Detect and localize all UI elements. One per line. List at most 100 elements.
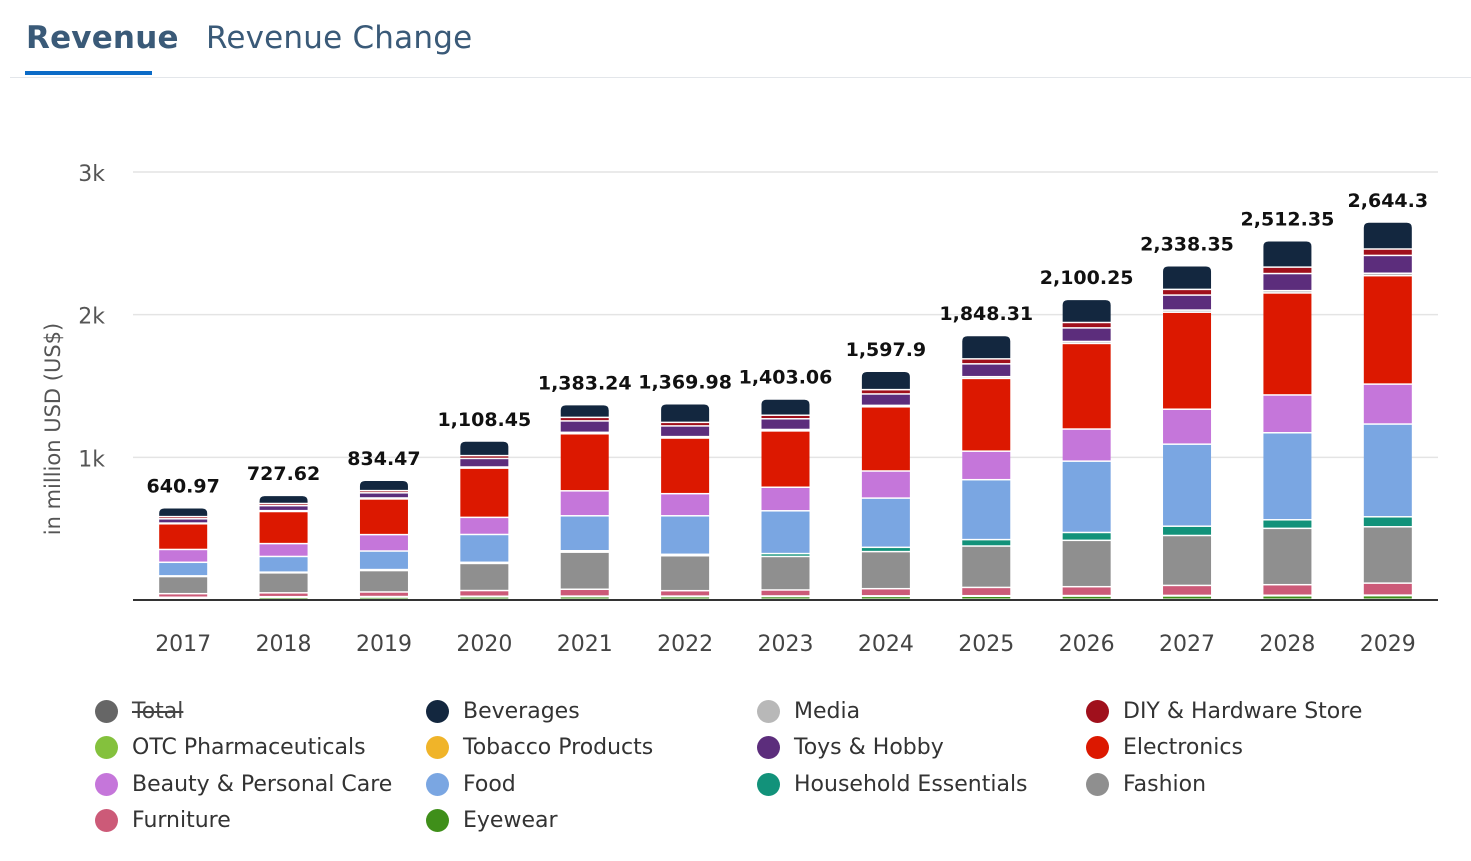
bar-segment-furniture (761, 590, 810, 596)
bar-segment-beauty-personal-care (460, 518, 509, 534)
bar-segment-beverages (1163, 266, 1212, 289)
bar-segment-furniture (962, 588, 1011, 595)
bar-segment-electronics (861, 407, 910, 471)
bar-segment-eyewear (861, 597, 910, 599)
bar-segment-beauty-personal-care (259, 544, 308, 556)
bar-segment-electronics (962, 379, 1011, 451)
bar-segment-beauty-personal-care (962, 451, 1011, 479)
legend-swatch (757, 736, 780, 759)
bar-segment-diy-hardware-store (1062, 323, 1111, 328)
bar-segment-food (962, 480, 1011, 539)
legend-item-beverages[interactable]: Beverages (426, 696, 580, 726)
bar-segment-toys-hobby (460, 459, 509, 467)
bar-segment-food (661, 516, 710, 554)
tab-revenue-change[interactable]: Revenue Change (206, 20, 473, 56)
bar-segment-beauty-personal-care (560, 491, 609, 516)
bar-segment-furniture (359, 592, 408, 596)
legend-item-furniture[interactable]: Furniture (95, 806, 231, 836)
bar-segment-electronics (259, 512, 308, 543)
bar-segment-eyewear (460, 597, 509, 599)
legend-swatch (426, 809, 449, 832)
total-data-label: 2,338.35 (1140, 233, 1234, 255)
bar-segment-eyewear (1062, 596, 1111, 599)
bar-segment-toys-hobby (1163, 295, 1212, 310)
y-tick-label: 3k (78, 162, 105, 187)
x-tick-label: 2024 (858, 632, 914, 657)
bar-segment-diy-hardware-store (159, 517, 208, 519)
bar-segment-toys-hobby (861, 394, 910, 405)
bar-segment-eyewear (359, 597, 408, 599)
total-data-label: 2,512.35 (1241, 208, 1335, 230)
bar-segment-food (259, 557, 308, 572)
legend-item-diy-hardware-store[interactable]: DIY & Hardware Store (1086, 696, 1362, 726)
y-tick-label: 2k (78, 305, 105, 330)
bar-segment-beauty-personal-care (661, 494, 710, 516)
x-tick-label: 2023 (758, 632, 814, 657)
legend-label: Household Essentials (794, 771, 1028, 797)
bar-segment-electronics (1263, 293, 1312, 395)
bar-segment-media (1363, 274, 1412, 275)
legend-item-toys-hobby[interactable]: Toys & Hobby (757, 733, 944, 763)
bar-segment-electronics (1163, 312, 1212, 409)
bar-segment-furniture (661, 591, 710, 596)
tab-revenue[interactable]: Revenue (26, 20, 179, 56)
x-tick-label: 2019 (356, 632, 412, 657)
bar-segment-furniture (1363, 583, 1412, 595)
bar-segment-food (359, 551, 408, 569)
bar-segment-furniture (1263, 585, 1312, 595)
legend-item-otc-pharmaceuticals[interactable]: OTC Pharmaceuticals (95, 733, 366, 763)
legend-swatch (95, 699, 118, 723)
legend-label: Total (132, 698, 184, 724)
legend-label: OTC Pharmaceuticals (132, 735, 366, 760)
bar-segment-electronics (761, 431, 810, 487)
bar-segment-food (560, 516, 609, 550)
total-data-label: 1,108.45 (437, 409, 531, 431)
bar-segment-household-essentials (1363, 517, 1412, 527)
bar-segment-fashion (1163, 536, 1212, 585)
stacked-bar-chart: 1k 2k 3k in million USD (US$) 640.97 2017 727.… (41, 162, 1438, 657)
legend-item-media[interactable]: Media (757, 696, 860, 726)
bar-segment-beverages (1363, 222, 1412, 249)
bar-segment-beauty-personal-care (1062, 429, 1111, 461)
bar-segment-furniture (1163, 586, 1212, 595)
bar-segment-fashion (1363, 527, 1412, 583)
bar-segment-toys-hobby (1263, 274, 1312, 290)
x-tick-label: 2028 (1259, 632, 1315, 657)
legend-label: Toys & Hobby (794, 735, 944, 760)
total-data-label: 727.62 (247, 463, 320, 485)
x-tick-label: 2027 (1159, 632, 1215, 657)
legend-item-tobacco-products[interactable]: Tobacco Products (426, 733, 653, 763)
legend-item-electronics[interactable]: Electronics (1086, 733, 1243, 763)
bar-segment-diy-hardware-store (1363, 249, 1412, 255)
bar-segment-diy-hardware-store (560, 418, 609, 421)
tab-bar: Revenue Revenue Change (10, 0, 1471, 78)
bar-segment-fashion (962, 546, 1011, 587)
total-data-label: 1,383.24 (538, 372, 632, 394)
bar-segment-electronics (661, 438, 710, 493)
legend-swatch (757, 699, 780, 723)
bar-segment-toys-hobby (761, 419, 810, 429)
legend-swatch (1086, 772, 1109, 796)
legend-item-beauty-personal-care[interactable]: Beauty & Personal Care (95, 769, 392, 799)
total-data-label: 834.47 (347, 448, 420, 470)
bar-segment-beauty-personal-care (1263, 395, 1312, 433)
total-data-label: 1,597.9 (846, 339, 927, 361)
legend-item-food[interactable]: Food (426, 769, 516, 799)
legend-item-household-essentials[interactable]: Household Essentials (757, 769, 1028, 799)
bar-segment-diy-hardware-store (861, 390, 910, 394)
bar-segment-eyewear (1163, 596, 1212, 599)
bar-segment-food (861, 498, 910, 547)
legend-swatch (95, 809, 118, 832)
bar-segment-diy-hardware-store (661, 423, 710, 426)
bar-segment-fashion (159, 577, 208, 593)
x-tick-label: 2020 (456, 632, 512, 657)
legend-item-fashion[interactable]: Fashion (1086, 769, 1206, 799)
legend-swatch (95, 772, 118, 796)
legend-item-total[interactable]: Total (95, 696, 183, 726)
legend-item-eyewear[interactable]: Eyewear (426, 806, 558, 836)
legend-label: Tobacco Products (463, 735, 654, 760)
bar-segment-toys-hobby (661, 426, 710, 436)
bar-segment-eyewear (1363, 596, 1412, 599)
bar-segment-eyewear (560, 597, 609, 599)
bar-segment-toys-hobby (1062, 328, 1111, 341)
